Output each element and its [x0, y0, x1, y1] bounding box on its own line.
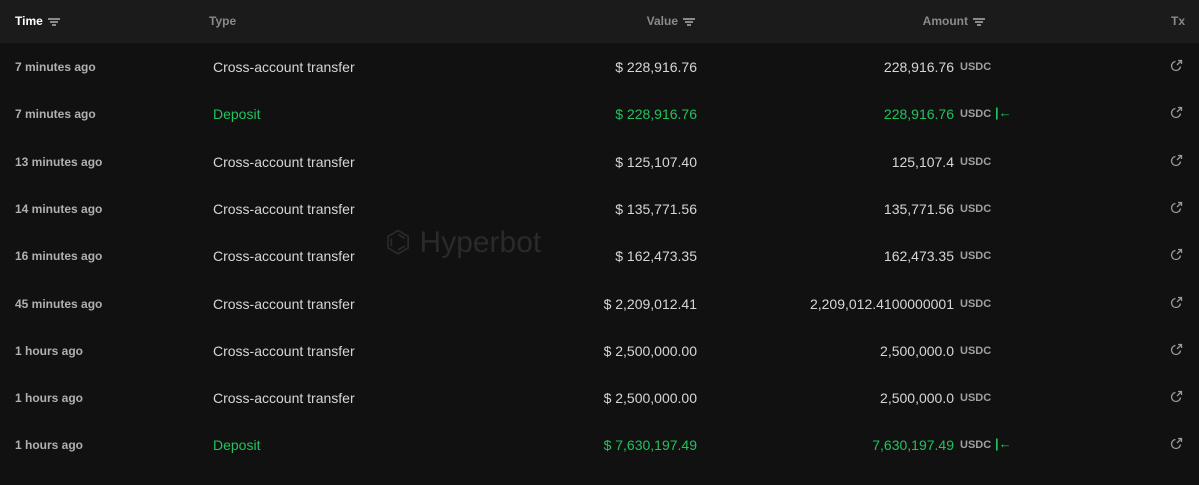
time-cell: 7 minutes ago	[15, 60, 96, 74]
amount-cell: 228,916.76	[883, 59, 954, 75]
column-header-tx: Tx	[1170, 14, 1185, 28]
external-link-icon[interactable]	[1170, 201, 1183, 214]
unit-label: USDC	[960, 392, 992, 405]
amount-cell: 228,916.76	[883, 106, 954, 123]
external-link-icon[interactable]	[1170, 248, 1183, 261]
time-cell: 1 hours ago	[15, 438, 84, 453]
type-cell: Deposit	[213, 106, 261, 123]
value-cell: $ 135,771.56	[615, 200, 697, 217]
table-row: 14 minutes ago Cross-account transfer $ …	[0, 185, 1199, 232]
type-cell: Cross-account transfer	[213, 390, 355, 407]
time-cell: 7 minutes ago	[15, 107, 96, 122]
value-cell: $ 228,916.76	[615, 106, 697, 123]
unit-label: USDC	[960, 439, 992, 452]
external-link-icon[interactable]	[1170, 437, 1183, 450]
type-cell: Deposit	[213, 437, 261, 454]
amount-cell: 125,107.4	[891, 153, 954, 170]
table-row: 7 minutes ago Cross-account transfer $ 2…	[0, 43, 1199, 90]
external-link-icon[interactable]	[1170, 154, 1183, 167]
unit-label: USDC	[960, 297, 992, 310]
table-row: 13 minutes ago Cross-account transfer $ …	[0, 138, 1199, 185]
table-row: 1 hours ago Deposit $ 7,630,197.49 7,630…	[0, 421, 1199, 468]
amount-cell: 2,209,012.4100000001	[809, 295, 954, 312]
column-header-time[interactable]: Time	[15, 14, 60, 28]
value-cell: $ 2,209,012.41	[603, 295, 697, 312]
column-header-type: Type	[209, 14, 237, 28]
value-cell: $ 228,916.76	[615, 59, 697, 75]
time-cell: 1 hours ago	[15, 391, 84, 406]
amount-cell: 7,630,197.49	[872, 437, 954, 454]
amount-cell: 135,771.56	[883, 200, 954, 217]
filter-icon[interactable]	[683, 17, 695, 26]
value-cell: $ 7,630,197.49	[603, 437, 697, 454]
table-row: 1 hours ago Cross-account transfer $ 2,5…	[0, 374, 1199, 421]
unit-label: USDC	[960, 155, 992, 168]
column-header-amount[interactable]: Amount	[923, 14, 985, 28]
deposit-arrow-icon: |←	[995, 105, 1012, 121]
amount-cell: 2,500,000.0	[880, 342, 954, 359]
type-cell: Cross-account transfer	[213, 295, 355, 312]
value-cell: $ 2,500,000.00	[603, 390, 697, 407]
time-cell: 16 minutes ago	[15, 249, 103, 264]
time-cell: 13 minutes ago	[15, 154, 103, 169]
time-cell: 14 minutes ago	[15, 201, 103, 216]
unit-label: USDC	[960, 61, 992, 73]
unit-label: USDC	[960, 202, 992, 215]
value-cell: $ 2,500,000.00	[603, 342, 697, 359]
table-row: 45 minutes ago Cross-account transfer $ …	[0, 280, 1199, 327]
type-cell: Cross-account transfer	[213, 153, 355, 170]
type-cell: Cross-account transfer	[213, 59, 355, 75]
external-link-icon[interactable]	[1170, 59, 1183, 72]
value-cell: $ 125,107.40	[615, 153, 697, 170]
external-link-icon[interactable]	[1170, 296, 1183, 309]
time-cell: 1 hours ago	[15, 343, 84, 358]
column-header-value[interactable]: Value	[647, 14, 695, 28]
value-cell: $ 162,473.35	[615, 248, 697, 265]
external-link-icon[interactable]	[1170, 106, 1183, 119]
deposit-arrow-icon: |←	[995, 436, 1012, 452]
filter-icon[interactable]	[47, 17, 60, 26]
type-cell: Cross-account transfer	[213, 342, 355, 359]
table-row: 7 minutes ago Deposit $ 228,916.76 228,9…	[0, 90, 1199, 137]
amount-cell: 162,473.35	[883, 248, 954, 265]
table-header: Time Type Value Amount Tx	[0, 0, 1199, 43]
external-link-icon[interactable]	[1170, 343, 1183, 356]
table-row: 16 minutes ago Cross-account transfer $ …	[0, 232, 1199, 279]
watermark-logo: ⌬ Hyperbot	[385, 226, 542, 259]
unit-label: USDC	[960, 108, 992, 121]
time-cell: 45 minutes ago	[15, 296, 103, 311]
unit-label: USDC	[960, 250, 992, 263]
unit-label: USDC	[960, 344, 992, 357]
type-cell: Cross-account transfer	[213, 248, 355, 265]
filter-icon[interactable]	[973, 17, 985, 26]
external-link-icon[interactable]	[1170, 390, 1183, 403]
table-row: 1 hours ago Cross-account transfer $ 2,5…	[0, 327, 1199, 374]
type-cell: Cross-account transfer	[213, 200, 355, 217]
amount-cell: 2,500,000.0	[880, 390, 954, 407]
